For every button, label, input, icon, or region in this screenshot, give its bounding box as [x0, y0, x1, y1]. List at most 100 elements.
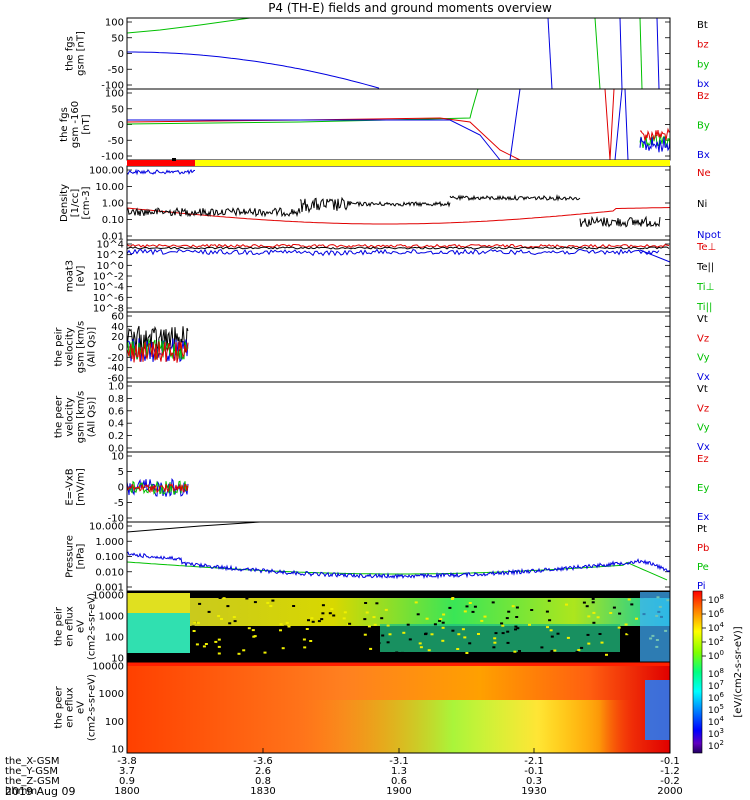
- y-axis-label: gsm [nT]: [76, 31, 87, 76]
- ion-spectrogram-pixel: [515, 606, 519, 609]
- y-tick-label: 10^0: [97, 261, 124, 272]
- footer-value: -1.2: [660, 766, 680, 777]
- electron-spectrogram-end: [645, 680, 670, 740]
- ion-spectrogram-pixel: [427, 649, 431, 652]
- ion-spectrogram-pixel: [507, 610, 511, 613]
- legend-Te⊥: Te⊥: [696, 242, 716, 253]
- series-ni-3: [349, 200, 451, 208]
- colorbar-tick-label: 100: [708, 649, 724, 662]
- ion-spectrogram-pixel: [207, 610, 211, 613]
- footer-value: 2.6: [255, 766, 271, 777]
- y-axis-label: gsm [km/s: [76, 391, 87, 444]
- series-bx-spike-2: [619, 17, 623, 90]
- ion-spectrogram-pixel: [349, 640, 353, 642]
- panel-6: 1.00.80.6 0.40.2 0.0 the peer velocity gsm [k…: [54, 382, 710, 455]
- series-ni-5: [579, 215, 661, 228]
- ion-spectrogram-pixel: [626, 627, 630, 630]
- ion-spectrogram-pixel: [330, 635, 334, 638]
- ion-spectrogram-pixel: [501, 632, 505, 635]
- y-tick-label: -100: [101, 81, 124, 92]
- ion-spectrogram-pixel: [320, 618, 324, 621]
- y-tick-label: 50: [111, 104, 124, 115]
- ion-spectrogram-pixel: [311, 620, 315, 623]
- ion-spectrogram-pixel: [191, 625, 195, 628]
- ion-spectrogram-pixel: [587, 615, 591, 618]
- series-ne: [126, 207, 671, 225]
- legend-bz: bz: [697, 40, 709, 51]
- series-ez: [126, 483, 189, 494]
- ion-spectrogram-pixel: [414, 601, 418, 604]
- electron-spectrogram-low: [300, 700, 640, 753]
- legend-Ne: Ne: [697, 168, 711, 179]
- ion-spectrogram-pixel: [195, 643, 199, 646]
- ion-spectrogram-pixel: [342, 617, 346, 620]
- y-tick-label: 40: [111, 322, 124, 333]
- panel-frame-8: [126, 521, 671, 592]
- footer-row-label: the_Y-GSM: [5, 766, 58, 777]
- ion-spectrogram-pixel: [548, 619, 552, 622]
- y-axis-label: [mV/m]: [76, 468, 87, 506]
- ion-spectrogram-pixel: [354, 640, 358, 643]
- footer-date: 2019 Aug 09: [5, 785, 75, 798]
- y-axis-label: the peir: [54, 327, 65, 367]
- colorbar-tick-label-lower: 102: [708, 739, 724, 752]
- ion-spectrogram-pixel: [232, 616, 236, 619]
- ion-spectrogram-pixel: [217, 615, 221, 617]
- y-tick-label: 10: [111, 654, 124, 665]
- ion-spectrogram-pixel: [384, 608, 388, 611]
- ion-spectrogram-pixel: [251, 629, 255, 632]
- y-tick-label: -20: [108, 353, 124, 364]
- y-tick-label: 0.100: [95, 552, 124, 563]
- ion-spectrogram-pixel: [575, 650, 579, 653]
- panel-frame-10: [126, 661, 671, 754]
- series-Bx-spike-3: [624, 88, 629, 161]
- ion-spectrogram-pixel: [373, 623, 377, 626]
- ion-spectrogram-pixel: [196, 621, 200, 624]
- panel-frame-2: [126, 88, 671, 161]
- series-npot: [126, 168, 196, 176]
- ion-spectrogram-pixel: [386, 624, 390, 627]
- y-tick-label: 10: [111, 745, 124, 756]
- y-tick-label: 0.4: [108, 419, 124, 430]
- ion-spectrogram-pixel: [600, 641, 604, 644]
- ion-spectrogram-pixel: [477, 633, 480, 635]
- panel-frame-1: [126, 17, 671, 90]
- series-Bz-end: [639, 127, 671, 141]
- y-tick-label: -60: [108, 374, 124, 385]
- y-tick-label: 100: [105, 18, 124, 29]
- ion-spectrogram-pixel: [430, 633, 434, 636]
- ion-spectrogram-pixel: [220, 618, 223, 620]
- footer-value: -2.1: [524, 756, 544, 767]
- y-tick-label: 60: [111, 312, 124, 323]
- ion-spectrogram-pixel: [461, 628, 465, 631]
- y-axis-label: velocity: [65, 327, 76, 366]
- y-axis-label: the peer: [54, 685, 65, 728]
- ion-spectrogram-pixel: [501, 624, 505, 627]
- ion-spectrogram-pixel: [401, 651, 404, 654]
- y-axis-label: E=-VxB: [65, 468, 76, 505]
- ion-spectrogram-pixel: [598, 633, 602, 635]
- ion-spectrogram-pixel: [625, 633, 629, 636]
- ion-spectrogram-pixel: [279, 623, 283, 626]
- series-pi: [126, 551, 671, 580]
- footer-value: 2000: [657, 786, 682, 797]
- y-axis-label: (cm2-s-sr-eV): [87, 674, 98, 741]
- ion-spectrogram-pixel: [207, 639, 211, 642]
- ion-spectrogram-pixel: [451, 629, 455, 632]
- ion-spectrogram-pixel: [468, 602, 472, 604]
- ion-spectrogram-pixel: [343, 611, 347, 614]
- ion-spectrogram-pixel: [528, 623, 531, 626]
- legend-Bt: Bt: [697, 20, 708, 31]
- ion-spectrogram-pixel: [377, 642, 381, 645]
- footer-value: -3.1: [389, 756, 409, 767]
- ion-spectrogram-pixel: [317, 620, 321, 623]
- y-axis-label: moat3: [65, 260, 76, 292]
- series-bx-spike-3: [656, 17, 660, 90]
- ion-spectrogram-pixel: [217, 645, 221, 648]
- ion-spectrogram-pixel: [592, 621, 596, 624]
- ion-spectrogram-pixel: [217, 652, 221, 655]
- footer-value: -0.1: [524, 766, 544, 777]
- legend-Pe: Pe: [697, 562, 709, 573]
- series-bx-spike: [547, 17, 553, 90]
- ion-spectrogram-pixel: [197, 651, 201, 654]
